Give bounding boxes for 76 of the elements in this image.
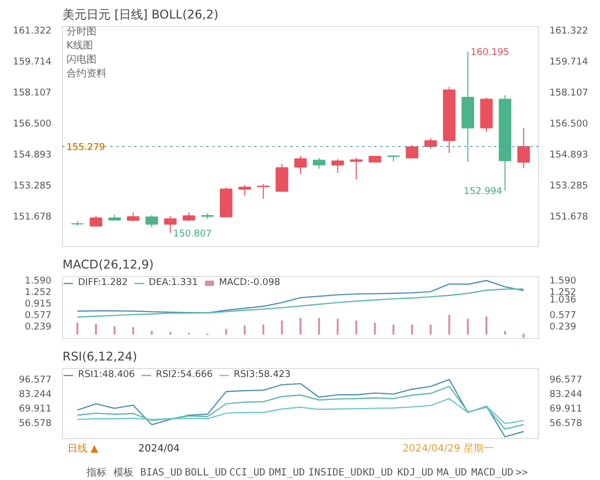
candlestick <box>90 215 102 227</box>
chart-title: 美元日元 [日线] BOLL(26,2) <box>62 8 218 22</box>
text: >> <box>516 468 528 479</box>
y2-tick-label: 151.678 <box>550 212 588 223</box>
text: BOLL_UD <box>184 468 227 479</box>
y-tick-label: 0.239 <box>24 322 52 332</box>
y-tick-label: 56.578 <box>18 418 52 430</box>
chart-title: RSI(6,12,24) <box>62 350 138 364</box>
candlestick <box>276 163 288 192</box>
y-tick-label: 158.107 <box>12 87 52 98</box>
text: BIAS_UD <box>140 468 182 479</box>
line-series <box>76 386 524 430</box>
candlestick <box>312 157 326 170</box>
y-tick-label: 161.322 <box>12 25 52 36</box>
y-tick-label: 0.915 <box>24 298 52 310</box>
text: CCI_UD <box>229 468 266 479</box>
y-tick-label: 96.577 <box>18 374 52 386</box>
text: MA_UD <box>436 468 467 479</box>
annotation: 分时图 <box>66 26 96 38</box>
candlestick <box>406 144 418 158</box>
chart-title: MACD(26,12,9) <box>62 258 154 272</box>
y2-tick-label: 83.244 <box>550 388 582 400</box>
y2-tick-label: 69.911 <box>550 403 582 414</box>
ref-line-label: 155.279 <box>66 142 106 154</box>
y2-tick-label: 159.714 <box>550 56 588 68</box>
candlestick <box>145 214 158 228</box>
line-series <box>76 398 524 424</box>
y2-tick-label: 0.239 <box>550 322 576 332</box>
text: INSIDE_UD <box>308 468 362 479</box>
y2-tick-label: 96.577 <box>550 374 582 386</box>
y-tick-label: 69.911 <box>18 403 52 414</box>
annotation: 闪电图 <box>66 54 96 66</box>
y-tick-label: 159.714 <box>12 56 52 68</box>
y-tick-label: 1.252 <box>24 287 52 298</box>
legend-label: RSI2:54.666 <box>156 369 213 380</box>
legend-label: MACD:-0.098 <box>218 277 280 288</box>
line-series <box>76 288 524 318</box>
y-tick-label: 1.590 <box>24 276 52 287</box>
text: DIFF:1.282 <box>78 277 128 288</box>
text: KDJ_UD <box>397 468 434 479</box>
text: DMI_UD <box>268 468 305 479</box>
annotation: K线图 <box>66 40 94 52</box>
annotation: 合约资料 <box>66 68 106 80</box>
candlestick <box>517 127 530 169</box>
y-tick-label: 151.678 <box>12 212 52 223</box>
text: 模板 <box>113 466 134 479</box>
candlestick <box>331 158 344 174</box>
y2-tick-label: 154.893 <box>550 150 588 161</box>
legend-label: DEA:1.331 <box>148 277 198 288</box>
text: KD_UD <box>362 468 393 479</box>
candlestick <box>294 155 307 174</box>
text: 指标 <box>85 466 106 479</box>
y-tick-label: 156.500 <box>12 118 52 130</box>
line-series <box>76 378 524 438</box>
text: 2024/04/29 星期一 <box>402 442 494 455</box>
y-tick-label: 0.577 <box>24 310 52 322</box>
y-tick-label: 83.244 <box>18 388 52 400</box>
y2-tick-label: 161.322 <box>550 25 588 36</box>
y-tick-label: 154.893 <box>12 150 52 161</box>
y2-tick-label: 153.285 <box>550 180 588 192</box>
annotation: 152.994 <box>464 186 502 198</box>
y2-tick-label: 56.578 <box>550 418 582 430</box>
text: 日线 ▲ <box>67 442 98 455</box>
line-series <box>76 280 524 314</box>
y2-tick-label: 1.590 <box>550 276 576 287</box>
y2-tick-label: 156.500 <box>550 118 588 130</box>
annotation: 150.807 <box>173 228 212 240</box>
legend-label: RSI3:58.423 <box>234 369 291 380</box>
text: MACD_UD <box>471 468 514 479</box>
y2-tick-label: 158.107 <box>550 87 588 98</box>
candlestick <box>424 138 437 150</box>
text: 2024/04 <box>138 444 180 455</box>
y-tick-label: 153.285 <box>12 180 52 192</box>
y2-tick-label: 0.577 <box>550 310 576 322</box>
annotation: 160.195 <box>470 47 510 58</box>
text: RSI1:48.406 <box>78 369 135 380</box>
